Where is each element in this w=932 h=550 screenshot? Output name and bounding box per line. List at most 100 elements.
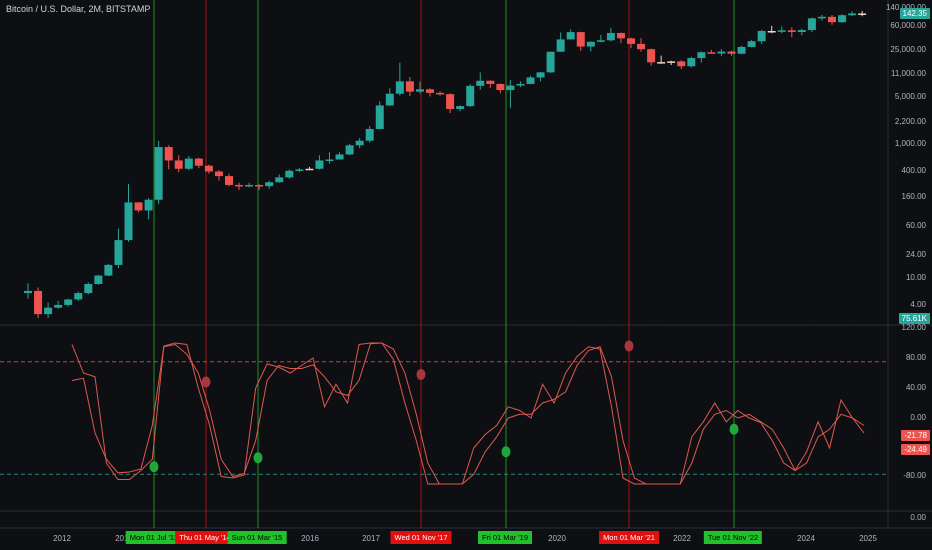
candle-body (466, 85, 475, 107)
candle-body (84, 283, 93, 294)
candle-body (275, 177, 284, 183)
price-tick-label: 60,000.00 (890, 21, 926, 30)
candle-body (526, 77, 535, 84)
candle-body (54, 304, 63, 308)
price-tick-label: 1,000.00 (894, 139, 926, 148)
time-tick-label: 2022 (673, 534, 691, 543)
candle-body (365, 128, 374, 141)
candle-body (436, 92, 445, 95)
price-tick-label: 2,200.00 (894, 117, 926, 126)
candle-body (747, 41, 756, 47)
candle-body (787, 30, 796, 33)
candle-body (757, 30, 766, 42)
price-tick-label: 160.00 (901, 192, 926, 201)
candle-body (174, 160, 183, 169)
signal-dot-buy (729, 423, 739, 435)
candle-body (325, 159, 334, 162)
price-tick-label: 10.00 (905, 273, 926, 282)
candle-body (838, 15, 847, 23)
candle-body (285, 170, 294, 178)
price-tick-label: 5,000.00 (894, 92, 926, 101)
candle-body (104, 264, 113, 276)
candle-body (295, 169, 304, 171)
time-tick-label: 2013 (115, 534, 133, 543)
time-tick-label: 2025 (859, 534, 877, 543)
candle-body (767, 30, 776, 33)
stoch-d-line (71, 342, 865, 485)
candle-body (496, 83, 505, 91)
signal-dot-buy (501, 446, 511, 458)
candle-body (828, 16, 836, 23)
candle-body (315, 160, 324, 169)
candle-body (355, 140, 364, 146)
candle-body (476, 80, 485, 86)
candle-body (255, 184, 264, 187)
candle-body (225, 176, 233, 185)
candle-body (64, 299, 73, 305)
signal-date-label: Mon 01 Mar '21 (599, 531, 659, 544)
signal-date-label: Tue 01 Nov '22 (703, 531, 763, 544)
price-candles (24, 10, 867, 318)
candle-body (616, 32, 625, 39)
candle-body (677, 61, 686, 67)
candle-body (114, 240, 123, 265)
current-price-tag: 142.35 (899, 8, 930, 19)
candle-body (727, 51, 736, 54)
candle-body (245, 184, 254, 187)
candle-body (405, 81, 414, 92)
candle-body (204, 165, 213, 172)
candle-body (667, 61, 676, 63)
candle-body (566, 32, 575, 40)
time-tick-label: 2012 (53, 534, 71, 543)
candle-body (456, 106, 465, 109)
price-tick-label: 11,000.00 (891, 69, 926, 78)
candle-body (687, 58, 696, 67)
candle-body (777, 30, 786, 32)
candle-body (536, 72, 545, 78)
osc-tick-label: -80.00 (903, 471, 926, 480)
osc-k-tag: -21.78 (901, 430, 930, 441)
candle-body (637, 43, 646, 50)
candle-body (858, 13, 867, 15)
candle-body (717, 51, 726, 54)
osc-tick-label: 40.00 (905, 383, 926, 392)
candle-body (184, 158, 193, 169)
time-tick-label: 2017 (362, 534, 380, 543)
candle-body (124, 202, 133, 241)
signal-dot-sell (201, 376, 211, 388)
signal-date-label: Mon 01 Jul '13 (125, 531, 183, 544)
candle-body (707, 52, 716, 54)
candle-body (516, 83, 525, 86)
signal-dot-buy (149, 461, 159, 473)
price-tick-label: 60.00 (905, 221, 926, 230)
candle-body (737, 46, 746, 54)
candle-body (44, 307, 53, 315)
osc-d-tag: -24.49 (901, 444, 930, 455)
candle-body (385, 93, 394, 106)
candle-body (375, 105, 384, 129)
price-tick-label: 25,000.00 (890, 45, 926, 54)
candle-body (415, 89, 424, 92)
price-tick-label: 400.00 (901, 166, 926, 175)
signal-date-label: Sun 01 Mar '15 (227, 531, 287, 544)
candle-body (606, 32, 615, 41)
candle-body (486, 80, 495, 84)
candle-body (335, 154, 344, 160)
candle-body (34, 290, 43, 315)
candle-body (576, 32, 585, 47)
candle-body (144, 199, 153, 211)
signal-dot-buy (253, 452, 263, 464)
candle-body (194, 158, 203, 166)
candle-body (647, 49, 656, 63)
candle-body (657, 62, 666, 64)
candle-body (596, 40, 605, 42)
candle-body (506, 85, 515, 91)
candle-body (546, 51, 555, 73)
candle-body (586, 41, 595, 47)
time-tick-label: 2016 (301, 534, 319, 543)
osc-tick-label: 0.00 (910, 513, 926, 522)
osc-tick-label: 0.00 (910, 413, 926, 422)
signal-date-label: Wed 01 Nov '17 (390, 531, 452, 544)
